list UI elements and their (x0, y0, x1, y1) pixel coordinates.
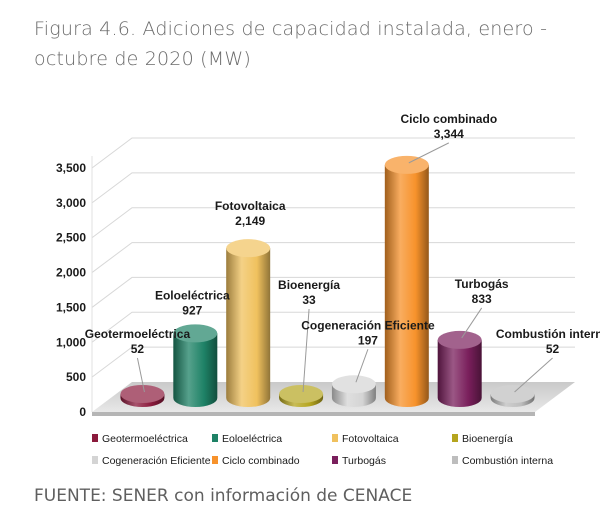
label-leader (514, 357, 553, 393)
legend-item: Cogeneración Eficiente (92, 455, 211, 467)
bar-eoloel-ctrica (173, 324, 218, 407)
bar-cogeneraci-n-eficiente (331, 375, 376, 407)
bar-fotovoltaica (226, 239, 271, 407)
legend-item: Bioenergía (452, 433, 513, 445)
bar-top (331, 375, 376, 394)
data-label-value: 2,149 (235, 214, 265, 228)
data-label-value: 197 (358, 333, 378, 347)
legend-swatch (92, 434, 98, 442)
legend-label: Geotermoeléctrica (102, 433, 188, 445)
data-label-value: 3,344 (434, 127, 464, 141)
legend-label: Turbogás (342, 455, 386, 467)
gridline (91, 137, 575, 169)
legend-swatch (92, 456, 98, 464)
legend-item: Ciclo combinado (212, 455, 300, 467)
legend-label: Cogeneración Eficiente (102, 455, 211, 467)
legend-swatch (212, 434, 218, 442)
bar-body (226, 248, 271, 407)
legend-swatch (332, 456, 338, 464)
legend-swatch (452, 434, 458, 442)
data-label-category: Combustión interna (496, 327, 600, 341)
bar-top (120, 385, 165, 403)
legend-swatch (212, 456, 218, 464)
label-leader (355, 349, 369, 383)
legend-label: Ciclo combinado (222, 455, 300, 467)
bar-body (384, 164, 429, 407)
data-label-category: Bioenergía (278, 278, 340, 292)
bar-turbog-s (437, 330, 482, 407)
legend-swatch (452, 456, 458, 464)
data-label-category: Turbogás (455, 277, 509, 291)
data-label-category: Eoloeléctrica (155, 288, 230, 302)
bar-chart: 0 500 1,000 1,500 2,000 2,500 3,000 3,500 Geote… (56, 112, 600, 467)
legend-item: Fotovoltaica (332, 433, 399, 445)
source-note: FUENTE: SENER con información de CENACE (34, 486, 413, 506)
y-tick-label: 3,000 (56, 196, 86, 210)
data-label-value: 927 (182, 303, 202, 317)
data-label-category: Cogeneración Eficiente (301, 318, 435, 332)
data-label-value: 33 (302, 293, 316, 307)
bar-geotermoel-ctrica (120, 385, 165, 407)
legend-item: Combustión interna (452, 455, 553, 467)
bar-bioenerg-a (279, 385, 324, 407)
data-label-value: 52 (131, 342, 145, 356)
data-label-value: 833 (472, 292, 492, 306)
y-tick-label: 1,500 (56, 300, 86, 314)
legend-label: Fotovoltaica (342, 433, 399, 445)
bar-top (490, 385, 535, 403)
chart-background (92, 118, 575, 416)
bar-top (437, 330, 482, 349)
legend-label: Eoloeléctrica (222, 433, 282, 445)
y-tick-label: 2,000 (56, 266, 86, 280)
label-leader (461, 307, 483, 339)
bar-body (173, 333, 218, 407)
data-label-category: Fotovoltaica (215, 199, 286, 213)
label-leader (302, 308, 310, 393)
bar-combusti-n-interna (490, 385, 535, 407)
chart-legend: Geotermoeléctrica Eoloeléctrica Fotovoltai… (92, 433, 553, 467)
y-tick-label: 3,500 (56, 161, 86, 175)
bar-top (226, 239, 271, 258)
label-leader (136, 357, 145, 393)
figure-title: Figura 4.6. Adiciones de capacidad insta… (34, 18, 548, 70)
legend-label: Combustión interna (462, 455, 553, 467)
legend-item: Eoloeléctrica (212, 433, 282, 445)
data-label-value: 52 (546, 342, 560, 356)
legend-item: Turbogás (332, 455, 386, 467)
bar-ciclo-combinado (384, 155, 429, 407)
legend-label: Bioenergía (462, 433, 513, 445)
y-tick-label: 500 (66, 370, 86, 384)
chart-data-labels: Geotermoeléctrica52Eoloeléctrica927Fotov… (85, 112, 600, 393)
bar-body (437, 339, 482, 407)
y-tick-label: 0 (79, 405, 86, 419)
legend-item: Geotermoeléctrica (92, 433, 188, 445)
y-tick-label: 1,000 (56, 335, 86, 349)
y-tick-label: 2,500 (56, 231, 86, 245)
chart-bars (120, 155, 535, 407)
data-label-category: Geotermoeléctrica (85, 327, 191, 341)
chart-floor-edge (92, 412, 535, 416)
bar-top (279, 385, 324, 403)
legend-swatch (332, 434, 338, 442)
bar-top (173, 324, 218, 343)
label-leader (408, 142, 450, 164)
data-label-category: Ciclo combinado (400, 112, 497, 126)
bar-top (384, 155, 429, 174)
y-axis: 0 500 1,000 1,500 2,000 2,500 3,000 3,500 (56, 156, 93, 419)
